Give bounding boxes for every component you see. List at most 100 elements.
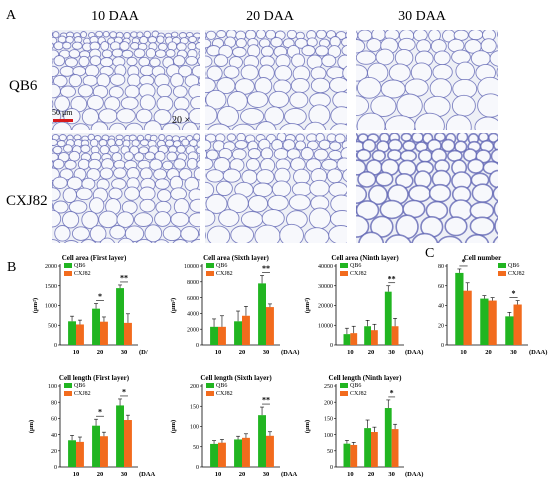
y-axis-label: (μm²)	[304, 298, 311, 313]
chart-cell-number: Cell number 0 20 40 60 80 * 10 20 * 30 (DAA) QB6 CXJ8…	[425, 252, 548, 367]
x-tick-label: 30	[388, 349, 395, 356]
sig-marker: **	[262, 264, 270, 273]
bar-qb6	[68, 440, 76, 467]
y-tick-label: 50	[193, 445, 199, 451]
sig-marker: **	[120, 273, 128, 282]
y-tick-label: 80	[51, 400, 57, 406]
bar-qb6	[116, 288, 124, 345]
y-tick-label: 0	[54, 465, 57, 471]
y-tick-label: 250	[324, 384, 333, 390]
y-tick-label: 50	[327, 449, 333, 455]
chart-cell-area-first: Cell area (First layer) 0 500 1000 1500 2000 (…	[20, 252, 160, 367]
bar-qb6	[364, 428, 371, 467]
x-axis-label: (DAA)	[281, 349, 299, 356]
y-tick-label: 60	[51, 417, 57, 423]
bar-qb6	[480, 298, 489, 345]
legend-swatch	[498, 271, 506, 276]
bar-cxj82	[76, 441, 84, 467]
bar-cxj82	[266, 435, 274, 467]
x-axis-label: (DAA)	[529, 349, 547, 356]
legend-label: QB6	[508, 263, 519, 269]
legend-label: CXJ82	[350, 391, 367, 397]
x-axis-label: (DAA)	[405, 349, 423, 356]
y-axis-label: (μm)	[304, 420, 311, 433]
legend-label: CXJ82	[350, 271, 367, 277]
bar-cxj82	[350, 333, 358, 345]
y-tick-label: 1000	[45, 304, 57, 310]
bar-qb6	[364, 326, 371, 345]
legend-label: QB6	[74, 383, 85, 389]
y-tick-label: 100	[48, 384, 57, 390]
panel-b-label: B	[7, 260, 17, 275]
micrograph-cxj82-20daa	[205, 133, 347, 243]
bar-qb6	[343, 443, 351, 467]
x-tick-label: 20	[368, 349, 375, 356]
y-tick-label: 500	[48, 323, 57, 329]
chart-cell-length-sixth: Cell length (Sixth layer) 0 50 100 150 200 (μm…	[162, 372, 302, 489]
legend-swatch	[64, 391, 72, 396]
bar-cxj82	[242, 315, 250, 345]
bar-cxj82	[218, 326, 226, 345]
y-tick-label: 0	[196, 343, 199, 349]
bar-cxj82	[100, 436, 108, 467]
row-label-cxj82: CXJ82	[6, 193, 48, 209]
y-tick-label: 40000	[318, 264, 333, 270]
x-tick-label: 30	[263, 471, 270, 478]
micrograph-qb6-20daa	[205, 30, 347, 130]
legend-label: CXJ82	[216, 271, 233, 277]
y-tick-label: 0	[54, 343, 57, 349]
x-tick-label: 20	[485, 349, 492, 356]
bar-cxj82	[371, 330, 378, 345]
y-tick-label: 100	[324, 433, 333, 439]
legend-label: CXJ82	[508, 271, 525, 277]
panel-c-label: C	[425, 246, 435, 261]
x-tick-label: 30	[510, 349, 517, 356]
legend-swatch	[340, 391, 348, 396]
legend-label: QB6	[216, 383, 227, 389]
y-tick-label: 6000	[187, 296, 199, 302]
chart-cell-area-ninth: Cell area (Ninth layer) 0 10000 20000 30000 4…	[296, 252, 426, 367]
bar-cxj82	[124, 420, 132, 467]
y-axis-label: (μm)	[28, 420, 35, 433]
bar-cxj82	[266, 307, 274, 345]
chart-cell-length-ninth: Cell length (Ninth layer) 0 50 100 150 200 250…	[296, 372, 426, 489]
bar-qb6	[258, 283, 266, 345]
y-tick-label: 2000	[45, 264, 57, 270]
micrograph-qb6-10daa	[52, 30, 200, 130]
sig-marker: *	[390, 388, 394, 397]
chart-title: Cell area (Sixth layer)	[203, 254, 269, 262]
bar-qb6	[258, 415, 266, 467]
bar-qb6	[68, 321, 76, 345]
legend-label: CXJ82	[216, 391, 233, 397]
sig-marker: **	[262, 396, 270, 405]
y-tick-label: 1500	[45, 284, 57, 290]
y-tick-label: 40	[438, 304, 444, 310]
sig-marker: *	[512, 289, 516, 298]
bar-qb6	[210, 443, 218, 467]
bar-qb6	[234, 439, 242, 467]
legend-swatch	[340, 263, 348, 268]
y-tick-label: 2000	[187, 327, 199, 333]
x-axis-label: (DAA)	[405, 471, 423, 478]
x-tick-label: 10	[347, 349, 354, 356]
scale-bar	[53, 119, 73, 122]
scale-bar-label: 50 μm	[52, 108, 73, 117]
x-tick-label: 10	[460, 349, 467, 356]
y-tick-label: 10000	[184, 264, 199, 270]
legend-swatch	[340, 383, 348, 388]
x-axis-label: (DAA	[281, 471, 298, 478]
legend-swatch	[206, 383, 214, 388]
y-axis-label: (μm)	[170, 420, 177, 433]
chart-cell-area-sixth: Cell area (Sixth layer) 0 2000 4000 6000 8000…	[162, 252, 302, 367]
x-tick-label: 10	[73, 349, 80, 356]
bar-cxj82	[391, 326, 399, 345]
bar-qb6	[92, 425, 100, 467]
chart-title: Cell number	[464, 254, 502, 262]
sig-marker: *	[98, 408, 102, 417]
legend-label: QB6	[350, 263, 361, 269]
chart-cell-length-first: Cell length (First layer) 0 20 40 60 80 100 (μm…	[20, 372, 160, 489]
legend-swatch	[64, 383, 72, 388]
y-tick-label: 150	[190, 404, 199, 410]
legend-label: QB6	[74, 263, 85, 269]
legend-swatch	[64, 271, 72, 276]
